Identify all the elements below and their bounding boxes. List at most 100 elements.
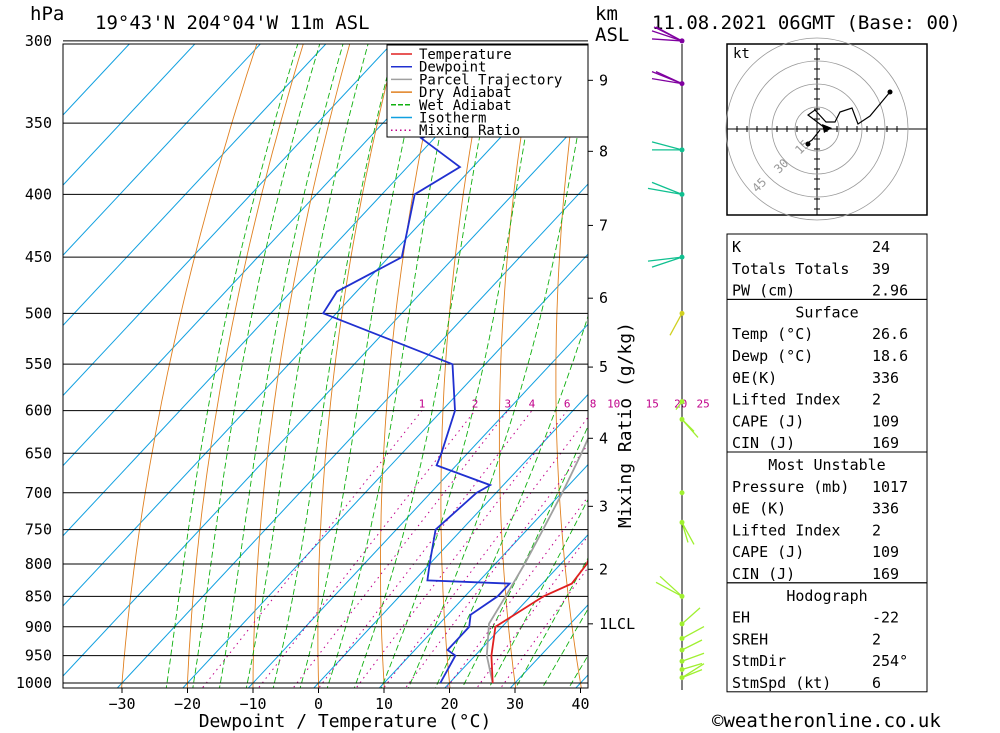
mixing-ratio-line xyxy=(382,416,588,688)
isotherm-line xyxy=(63,44,393,397)
profile-lines xyxy=(321,44,588,684)
mixing-ratio-line xyxy=(500,566,588,688)
wind-barb xyxy=(651,141,683,151)
table-row-value: 109 xyxy=(872,412,899,430)
dry-adiabat-line xyxy=(555,44,583,688)
mixing-ratio-tick-label: 2 xyxy=(472,398,479,411)
pressure-tick-label: 350 xyxy=(25,114,52,132)
height-tick-label: 2 xyxy=(599,560,608,578)
table-row-label: θE (K) xyxy=(732,500,786,518)
legend-entry: Isotherm xyxy=(419,111,486,127)
wet-adiabat-line xyxy=(272,44,396,688)
wind-barb xyxy=(651,256,683,268)
isotherm-line xyxy=(182,253,588,688)
dry-adiabat-line xyxy=(186,44,304,688)
dry-adiabat-line xyxy=(440,44,490,688)
series-line-temperature xyxy=(490,558,588,684)
index-tables: K 24 Totals Totals 39 PW (cm) 2.96 Surface Temp… xyxy=(726,233,928,693)
wet-adiabat-line xyxy=(165,44,299,688)
wind-barb xyxy=(681,662,703,671)
height-tick-label: 3 xyxy=(599,497,608,515)
height-tick-label: 4 xyxy=(599,429,608,447)
table-row-label: Dewp (°C) xyxy=(732,347,813,365)
table-row-label: θE(K) xyxy=(732,369,777,387)
km-label: km xyxy=(595,3,618,25)
wind-barb xyxy=(681,669,703,679)
dry-adiabat-line xyxy=(498,44,537,688)
dry-adiabat-line xyxy=(664,4,718,709)
table-row-value: 169 xyxy=(872,434,899,452)
x-tick-label: −10 xyxy=(239,695,266,713)
hodograph-trace xyxy=(806,91,891,129)
x-tick-label: 30 xyxy=(506,695,524,713)
mixing-ratio-tick-label: 6 xyxy=(564,398,571,411)
dry-adiabat-line xyxy=(953,4,1000,709)
mixing-ratio-tick-label: 4 xyxy=(529,398,536,411)
wind-barb xyxy=(651,38,683,42)
hodograph-ring xyxy=(794,106,840,152)
wind-barb xyxy=(681,625,705,640)
wind-barb xyxy=(651,181,683,195)
table-row-value: 109 xyxy=(872,543,899,561)
dry-adiabat-line xyxy=(121,44,258,688)
legend-entry: Temperature xyxy=(419,47,512,63)
table-row-label: PW (cm) xyxy=(732,282,795,300)
wet-adiabat-line xyxy=(192,44,321,688)
table-row-value: -22 xyxy=(872,609,899,627)
table-row-value: 2.96 xyxy=(872,282,908,300)
table-row-value: 169 xyxy=(872,565,899,583)
wet-adiabat-line xyxy=(299,44,426,688)
legend-entry: Wet Adiabat xyxy=(419,98,512,114)
isotherm-line xyxy=(63,44,327,327)
height-tick-label: 8 xyxy=(599,142,608,160)
isotherm-line xyxy=(63,44,262,257)
height-tick-label: 9 xyxy=(599,71,608,89)
x-tick-label: 0 xyxy=(314,695,323,713)
pressure-tick-label: 750 xyxy=(25,521,52,539)
copyright-footer: ©weatheronline.co.uk xyxy=(712,710,941,732)
hodograph-ring xyxy=(725,37,909,221)
pressure-tick-label: 450 xyxy=(25,248,52,266)
wind-barb xyxy=(669,313,683,336)
pressure-tick-label: 500 xyxy=(25,304,52,322)
wind-barb xyxy=(655,26,683,42)
table-row-value: 18.6 xyxy=(872,347,908,365)
pressure-tick-label: 400 xyxy=(25,185,52,203)
table-row-label: CAPE (J) xyxy=(732,543,804,561)
mixing-ratio-tick-label: 1 xyxy=(419,398,426,411)
wind-barb xyxy=(681,639,703,651)
legend-entry: Dry Adiabat xyxy=(419,85,512,101)
pressure-tick-label: 650 xyxy=(25,444,52,462)
hodograph-end-dot xyxy=(887,89,893,95)
table-row-label: K xyxy=(732,238,741,256)
wind-profile xyxy=(647,26,705,690)
wet-adiabat-line xyxy=(353,44,499,688)
series-line-parcel-trajectory xyxy=(485,436,588,684)
wind-barb xyxy=(681,418,699,438)
table-row-value: 26.6 xyxy=(872,325,908,343)
mixing-ratio-axis-label: Mixing Ratio (g/kg) xyxy=(615,322,636,528)
wind-level-dot xyxy=(679,490,685,496)
table-row-label: CIN (J) xyxy=(732,434,795,452)
wind-barb xyxy=(681,522,695,545)
table-row-value: 2 xyxy=(872,630,881,648)
most-unstable-table-title: Most Unstable xyxy=(768,456,885,474)
mixing-ratio-line xyxy=(404,443,588,688)
x-tick-label: −20 xyxy=(174,695,201,713)
table-row-label: EH xyxy=(732,609,750,627)
series-line-dewpoint xyxy=(321,44,512,684)
table-row-label: Temp (°C) xyxy=(732,325,813,343)
height-tick-label: 6 xyxy=(599,289,608,307)
pressure-tick-label: 900 xyxy=(25,618,52,636)
x-tick-label: −30 xyxy=(108,695,135,713)
wind-barb xyxy=(651,77,683,85)
location-title: 19°43'N 204°04'W 11m ASL xyxy=(95,12,370,34)
wet-adiabat-line xyxy=(245,44,369,688)
legend-entry: Parcel Trajectory xyxy=(419,72,562,88)
pressure-tick-label: 600 xyxy=(25,402,52,420)
x-tick-label: 20 xyxy=(440,695,458,713)
wind-barb xyxy=(647,187,683,195)
